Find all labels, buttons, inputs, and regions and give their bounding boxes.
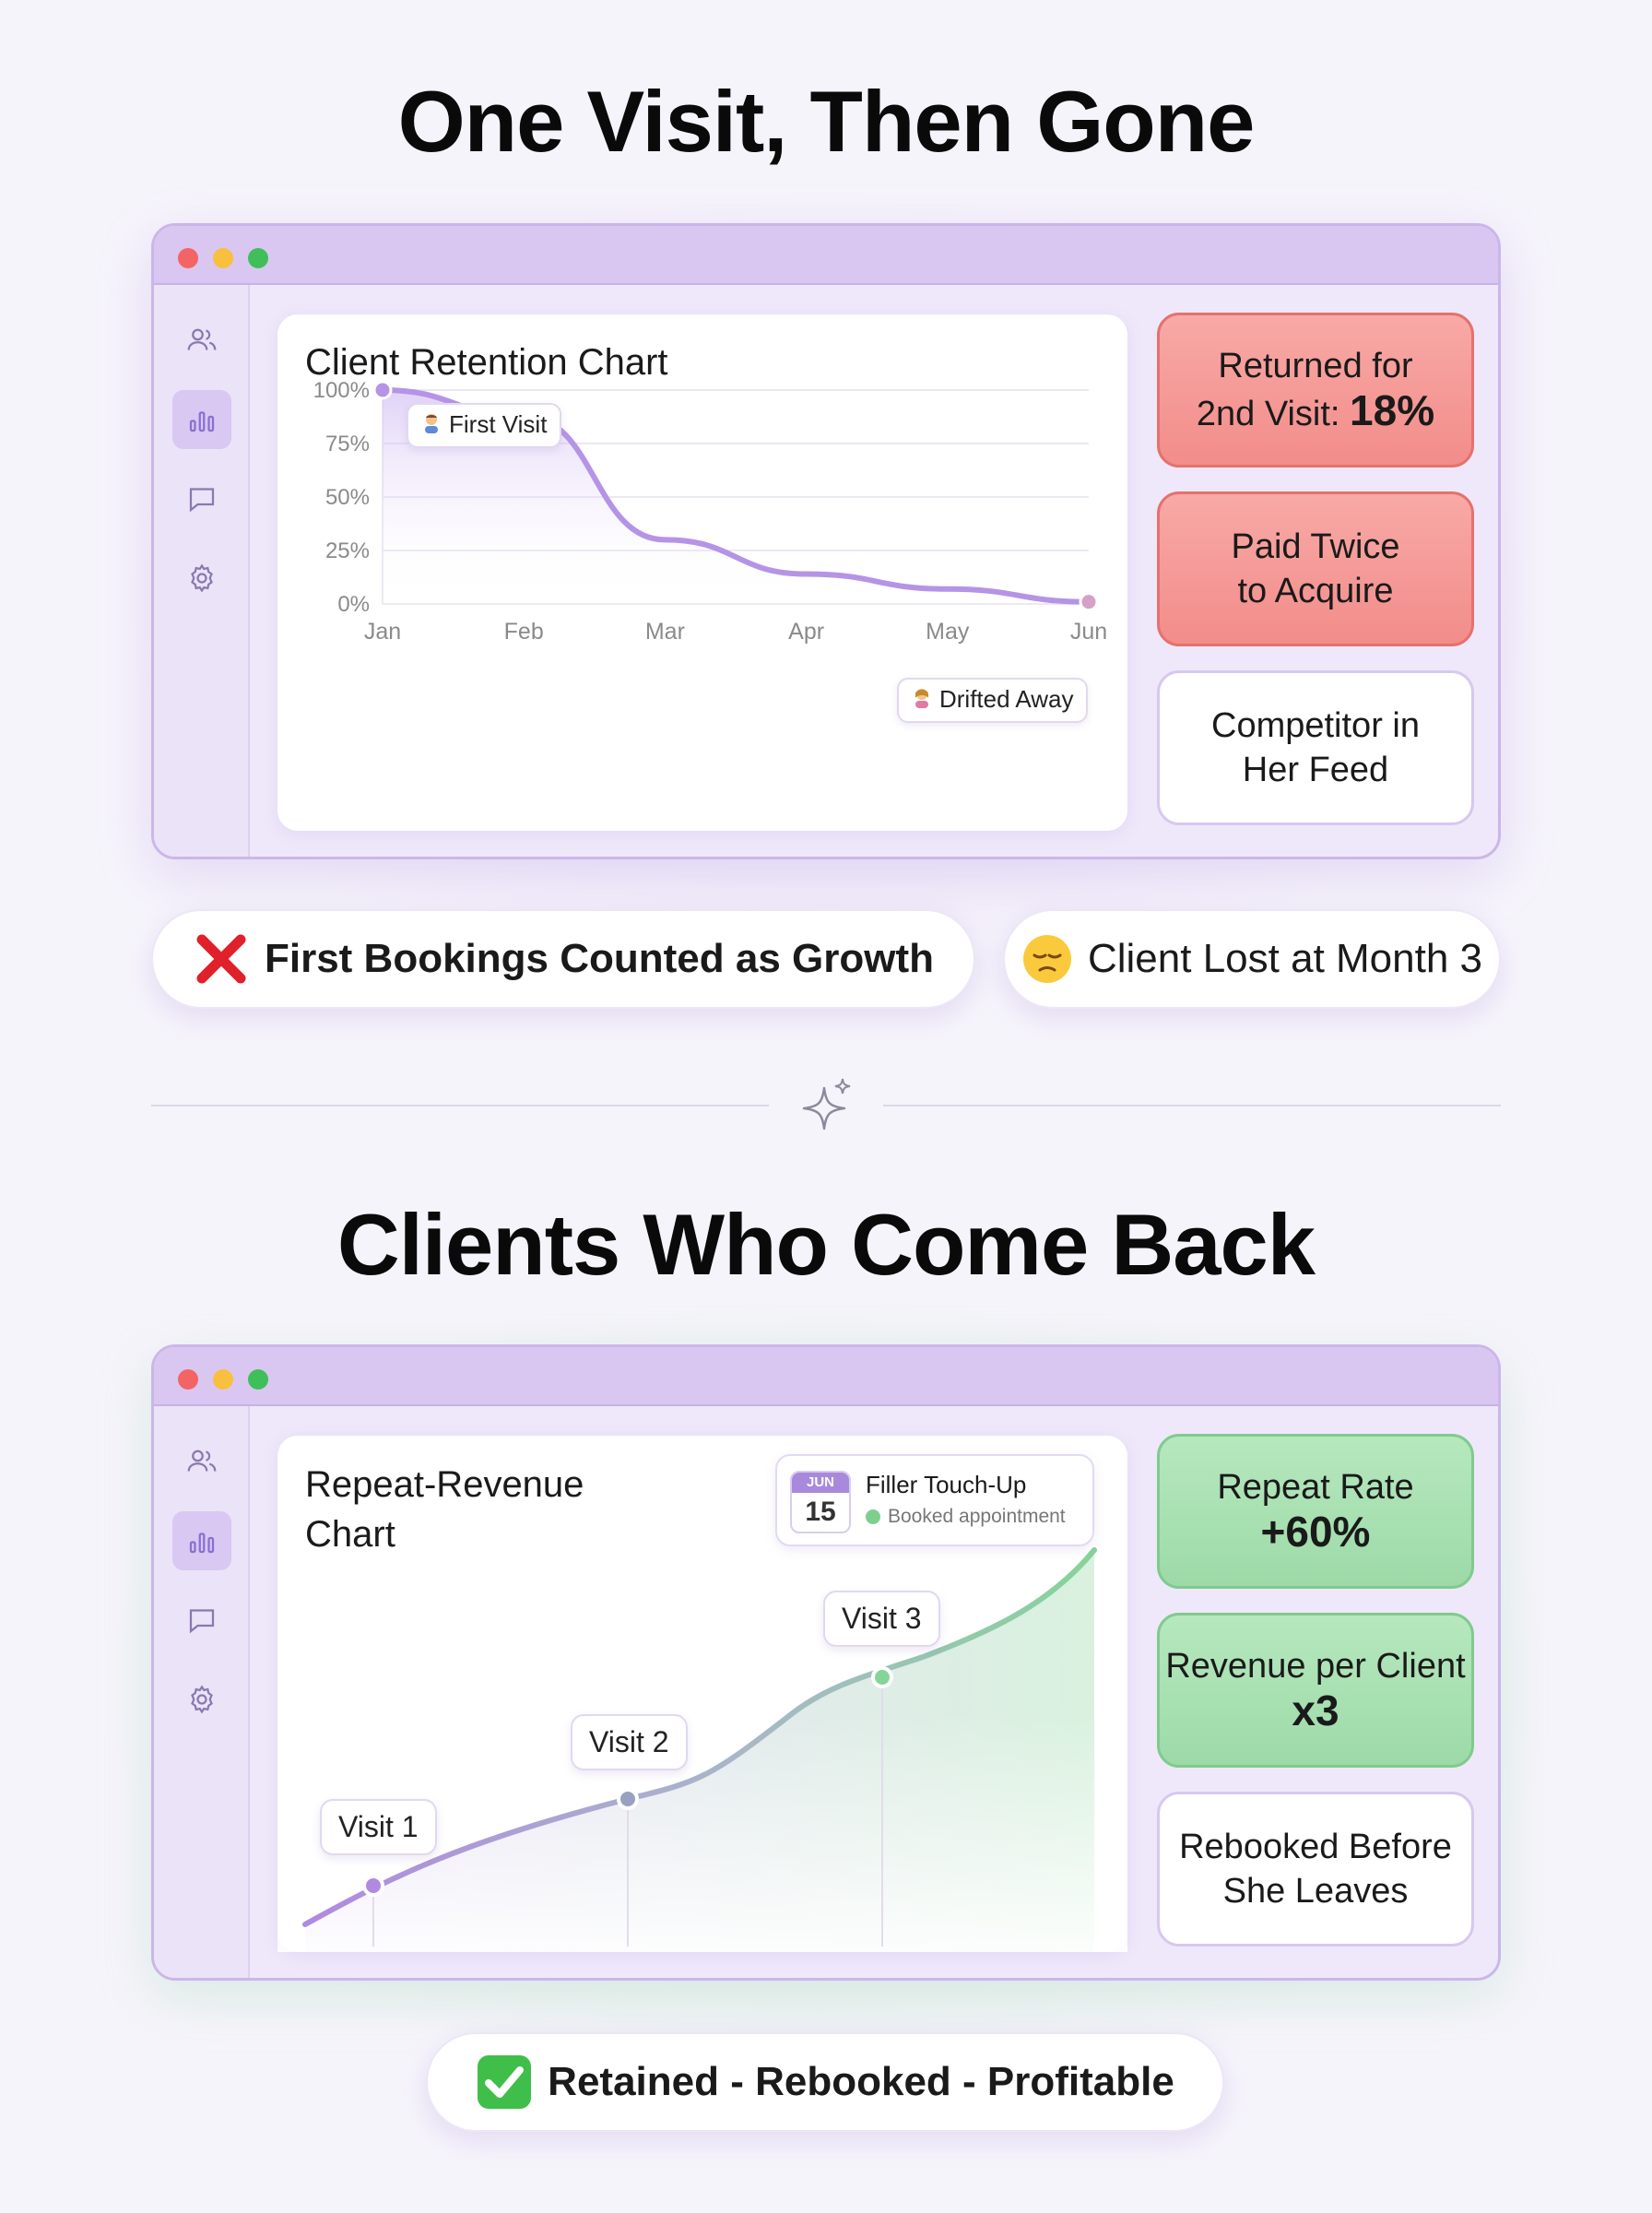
x-tick-label: Mar <box>645 619 685 645</box>
pill-label: First Bookings Counted as Growth <box>264 936 935 981</box>
stat-label: Revenue per Client <box>1165 1647 1466 1686</box>
person-gesturing-no-icon <box>912 687 932 716</box>
maximize-dot-icon[interactable] <box>248 1369 268 1390</box>
stat-line2: to Acquire <box>1237 572 1394 610</box>
visit-2-point[interactable] <box>617 1788 639 1810</box>
stat-label: Repeat Rate <box>1217 1468 1414 1507</box>
visit-1-tag: Visit 1 <box>320 1799 437 1855</box>
cross-mark-icon <box>193 930 250 988</box>
settings-icon[interactable] <box>172 1670 231 1729</box>
stat-line2: 2nd Visit: <box>1196 395 1351 433</box>
drifted-away-tag: Drifted Away <box>897 678 1089 723</box>
window-titlebar <box>154 226 1498 285</box>
close-dot-icon[interactable] <box>178 1369 198 1390</box>
stat-competitor-feed: Competitor in Her Feed <box>1157 670 1474 825</box>
stat-value: 18% <box>1350 386 1435 434</box>
bar-chart-icon[interactable] <box>172 390 231 449</box>
divider-right <box>883 1105 1501 1106</box>
maximize-dot-icon[interactable] <box>248 248 268 268</box>
y-tick-label: 75% <box>325 432 370 456</box>
y-tick-label: 25% <box>325 538 370 563</box>
pill-label: Retained - Rebooked - Profitable <box>548 2059 1174 2104</box>
x-tick-label: May <box>926 619 970 645</box>
stat-line2: Her Feed <box>1242 751 1389 789</box>
sidebar <box>154 285 250 857</box>
visit-3-point[interactable] <box>871 1666 893 1688</box>
first-visit-point[interactable] <box>372 380 393 400</box>
x-tick-label: Feb <box>504 619 544 645</box>
calendar-month: JUN <box>792 1473 849 1493</box>
stat-paid-twice: Paid Twice to Acquire <box>1157 491 1474 646</box>
appointment-title: Filler Touch-Up <box>866 1471 1027 1498</box>
users-icon[interactable] <box>172 311 231 370</box>
pill-first-bookings: First Bookings Counted as Growth <box>151 909 975 1009</box>
stat-line1: Paid Twice <box>1231 527 1400 566</box>
y-tick-label: 50% <box>325 485 370 510</box>
stat-value: +60% <box>1260 1508 1371 1556</box>
close-dot-icon[interactable] <box>178 248 198 268</box>
appointment-status: Booked appointment <box>866 1506 1066 1528</box>
pill-retained-rebooked-profitable: Retained - Rebooked - Profitable <box>426 2032 1224 2132</box>
calendar-day: 15 <box>805 1497 836 1527</box>
sidebar <box>154 1406 250 1978</box>
stat-line1: Returned for <box>1218 347 1413 385</box>
visit-2-tag: Visit 2 <box>571 1714 688 1770</box>
divider-left <box>151 1105 769 1106</box>
status-dot-icon <box>866 1509 880 1524</box>
last-point[interactable] <box>1079 592 1099 612</box>
sparkle-icon <box>802 1078 851 1130</box>
repeat-line <box>302 1547 1097 1927</box>
chart-title: Client Retention Chart <box>305 342 668 383</box>
retention-chart: 100% 75% 50% 25% 0% Jan Feb Mar Apr May Jun <box>313 378 1108 645</box>
x-tick-label: Apr <box>788 619 824 645</box>
person-icon <box>421 412 442 441</box>
y-tick-label: 100% <box>313 378 370 403</box>
pensive-face-icon <box>1021 933 1073 985</box>
stat-returned-second-visit: Returned for 2nd Visit: 18% <box>1157 313 1474 467</box>
drifted-away-label: Drifted Away <box>939 685 1074 713</box>
y-tick-label: 0% <box>337 592 370 617</box>
appointment-card[interactable]: JUN 15 Filler Touch-Up Booked appointmen… <box>775 1454 1094 1546</box>
stat-line1: Competitor in <box>1211 706 1420 745</box>
stat-line2: She Leaves <box>1222 1872 1409 1911</box>
repeat-revenue-chart-card: Repeat-Revenue Chart <box>277 1436 1127 1952</box>
message-icon[interactable] <box>172 469 231 528</box>
pill-client-lost: Client Lost at Month 3 <box>1003 909 1501 1009</box>
check-mark-button-icon <box>476 2053 533 2111</box>
app-window-repeat-revenue: Repeat-Revenue Chart <box>151 1344 1501 1981</box>
chart-title: Repeat-Revenue Chart <box>305 1464 584 1555</box>
pill-label: Client Lost at Month 3 <box>1087 936 1482 981</box>
visit-3-tag: Visit 3 <box>823 1591 940 1647</box>
window-titlebar <box>154 1347 1498 1406</box>
appointment-status-label: Booked appointment <box>888 1506 1066 1527</box>
calendar-icon: JUN 15 <box>790 1471 851 1533</box>
bar-chart-icon[interactable] <box>172 1511 231 1570</box>
stat-revenue-per-client: Revenue per Client x3 <box>1157 1613 1474 1768</box>
first-visit-tag: First Visit <box>407 403 562 448</box>
users-icon[interactable] <box>172 1432 231 1491</box>
retention-chart-card: Client Retention Chart 100% 75% 50% 25% 0% J… <box>277 314 1127 831</box>
section-title-top: One Visit, Then Gone <box>397 73 1256 170</box>
section-title-bottom: Clients Who Come Back <box>336 1196 1316 1293</box>
first-visit-label: First Visit <box>449 410 548 438</box>
stat-line1: Rebooked Before <box>1179 1828 1452 1866</box>
settings-icon[interactable] <box>172 549 231 608</box>
app-window-retention: Client Retention Chart 100% 75% 50% 25% 0% J… <box>151 223 1501 859</box>
x-tick-label: Jan <box>364 619 401 645</box>
minimize-dot-icon[interactable] <box>213 1369 233 1390</box>
stat-value: x3 <box>1292 1686 1339 1734</box>
minimize-dot-icon[interactable] <box>213 248 233 268</box>
stat-rebooked: Rebooked Before She Leaves <box>1157 1792 1474 1947</box>
message-icon[interactable] <box>172 1591 231 1650</box>
x-tick-label: Jun <box>1070 619 1107 645</box>
visit-1-point[interactable] <box>362 1875 384 1897</box>
stat-repeat-rate: Repeat Rate +60% <box>1157 1434 1474 1589</box>
